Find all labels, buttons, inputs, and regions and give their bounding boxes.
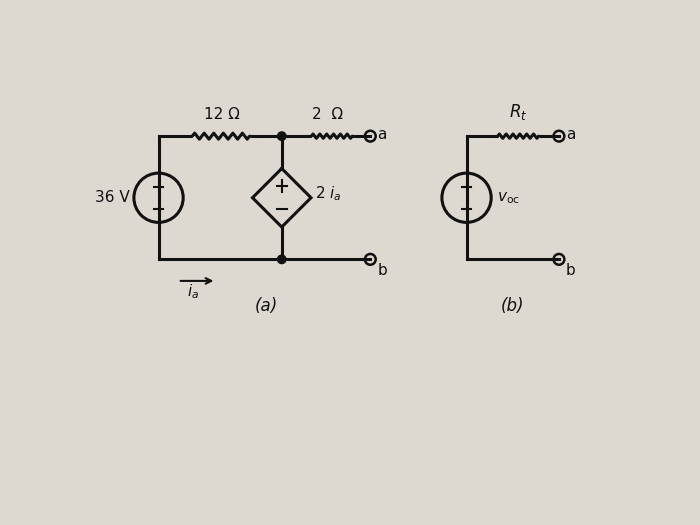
Text: b: b <box>377 264 387 278</box>
Text: (a): (a) <box>255 297 278 314</box>
Text: 12 Ω: 12 Ω <box>204 107 239 122</box>
Text: 36 V: 36 V <box>94 190 130 205</box>
Circle shape <box>277 255 286 264</box>
Text: $v_{\mathrm{oc}}$: $v_{\mathrm{oc}}$ <box>496 190 519 206</box>
Text: $R_t$: $R_t$ <box>509 102 527 122</box>
Text: $i_a$: $i_a$ <box>187 282 199 301</box>
Text: 2 $i_a$: 2 $i_a$ <box>315 185 342 203</box>
Circle shape <box>277 132 286 140</box>
Text: b: b <box>566 264 575 278</box>
Text: 2  Ω: 2 Ω <box>312 107 344 122</box>
Text: a: a <box>377 127 386 142</box>
Text: a: a <box>566 127 575 142</box>
Text: (b): (b) <box>501 297 524 314</box>
